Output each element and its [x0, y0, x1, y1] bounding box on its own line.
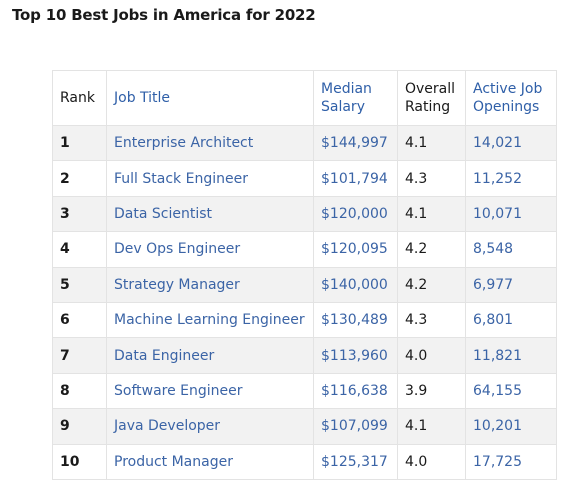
cell-job-title[interactable]: Data Engineer: [106, 337, 314, 374]
cell-overall-rating: 3.9: [397, 372, 466, 410]
cell-median-salary[interactable]: $144,997: [313, 124, 398, 162]
cell-overall-rating: 4.0: [397, 337, 466, 374]
cell-job-title[interactable]: Dev Ops Engineer: [106, 231, 314, 268]
table-row: 9 Java Developer $107,099 4.1 10,201: [52, 408, 557, 445]
cell-median-salary[interactable]: $125,317: [313, 443, 398, 480]
table-row: 6 Machine Learning Engineer $130,489 4.3…: [52, 301, 557, 339]
page-title: Top 10 Best Jobs in America for 2022: [12, 6, 316, 24]
cell-active-openings[interactable]: 8,548: [465, 231, 557, 268]
cell-overall-rating: 4.0: [397, 443, 466, 480]
header-active-openings-line1: Active Job: [473, 81, 543, 97]
cell-overall-rating: 4.1: [397, 195, 466, 233]
cell-overall-rating: 4.2: [397, 231, 466, 268]
cell-rank: 10: [52, 443, 107, 480]
cell-median-salary[interactable]: $120,000: [313, 195, 398, 233]
cell-job-title[interactable]: Machine Learning Engineer: [106, 301, 314, 339]
cell-rank: 2: [52, 160, 107, 197]
cell-active-openings[interactable]: 6,977: [465, 266, 557, 303]
cell-rank: 9: [52, 408, 107, 445]
cell-active-openings[interactable]: 10,071: [465, 195, 557, 233]
table-row: 10 Product Manager $125,317 4.0 17,725: [52, 443, 557, 480]
header-rank: Rank: [52, 70, 107, 126]
header-overall-rating: Overall Rating: [397, 70, 466, 126]
table-row: 8 Software Engineer $116,638 3.9 64,155: [52, 372, 557, 410]
cell-rank: 6: [52, 301, 107, 339]
cell-median-salary[interactable]: $107,099: [313, 408, 398, 445]
cell-job-title[interactable]: Software Engineer: [106, 372, 314, 410]
cell-active-openings[interactable]: 10,201: [465, 408, 557, 445]
cell-median-salary[interactable]: $116,638: [313, 372, 398, 410]
cell-overall-rating: 4.3: [397, 160, 466, 197]
cell-job-title[interactable]: Java Developer: [106, 408, 314, 445]
cell-overall-rating: 4.1: [397, 124, 466, 162]
cell-active-openings[interactable]: 17,725: [465, 443, 557, 480]
jobs-table: Rank Job Title Median Salary Overall Rat…: [52, 70, 557, 480]
cell-job-title[interactable]: Full Stack Engineer: [106, 160, 314, 197]
cell-rank: 7: [52, 337, 107, 374]
header-job-title[interactable]: Job Title: [106, 70, 314, 126]
cell-active-openings[interactable]: 11,252: [465, 160, 557, 197]
header-median-salary-line1: Median: [321, 81, 372, 97]
header-active-openings[interactable]: Active Job Openings: [465, 70, 557, 126]
cell-median-salary[interactable]: $140,000: [313, 266, 398, 303]
cell-active-openings[interactable]: 64,155: [465, 372, 557, 410]
cell-job-title[interactable]: Enterprise Architect: [106, 124, 314, 162]
table-row: 1 Enterprise Architect $144,997 4.1 14,0…: [52, 124, 557, 162]
table-row: 4 Dev Ops Engineer $120,095 4.2 8,548: [52, 231, 557, 268]
cell-overall-rating: 4.3: [397, 301, 466, 339]
table-row: 2 Full Stack Engineer $101,794 4.3 11,25…: [52, 160, 557, 197]
cell-median-salary[interactable]: $101,794: [313, 160, 398, 197]
cell-active-openings[interactable]: 6,801: [465, 301, 557, 339]
cell-active-openings[interactable]: 14,021: [465, 124, 557, 162]
cell-rank: 3: [52, 195, 107, 233]
cell-rank: 5: [52, 266, 107, 303]
cell-rank: 4: [52, 231, 107, 268]
table-header-row: Rank Job Title Median Salary Overall Rat…: [52, 70, 557, 126]
table-row: 5 Strategy Manager $140,000 4.2 6,977: [52, 266, 557, 303]
cell-active-openings[interactable]: 11,821: [465, 337, 557, 374]
header-median-salary-line2: Salary: [321, 99, 365, 115]
header-rank-label: Rank: [60, 90, 95, 106]
header-median-salary[interactable]: Median Salary: [313, 70, 398, 126]
cell-median-salary[interactable]: $120,095: [313, 231, 398, 268]
cell-job-title[interactable]: Product Manager: [106, 443, 314, 480]
cell-job-title[interactable]: Strategy Manager: [106, 266, 314, 303]
cell-rank: 8: [52, 372, 107, 410]
header-overall-rating-line1: Overall: [405, 81, 456, 97]
cell-median-salary[interactable]: $113,960: [313, 337, 398, 374]
cell-overall-rating: 4.1: [397, 408, 466, 445]
cell-rank: 1: [52, 124, 107, 162]
cell-median-salary[interactable]: $130,489: [313, 301, 398, 339]
header-overall-rating-line2: Rating: [405, 99, 451, 115]
cell-job-title[interactable]: Data Scientist: [106, 195, 314, 233]
header-active-openings-line2: Openings: [473, 99, 540, 115]
header-job-title-label: Job Title: [114, 90, 171, 106]
cell-overall-rating: 4.2: [397, 266, 466, 303]
table-row: 3 Data Scientist $120,000 4.1 10,071: [52, 195, 557, 233]
table-row: 7 Data Engineer $113,960 4.0 11,821: [52, 337, 557, 374]
